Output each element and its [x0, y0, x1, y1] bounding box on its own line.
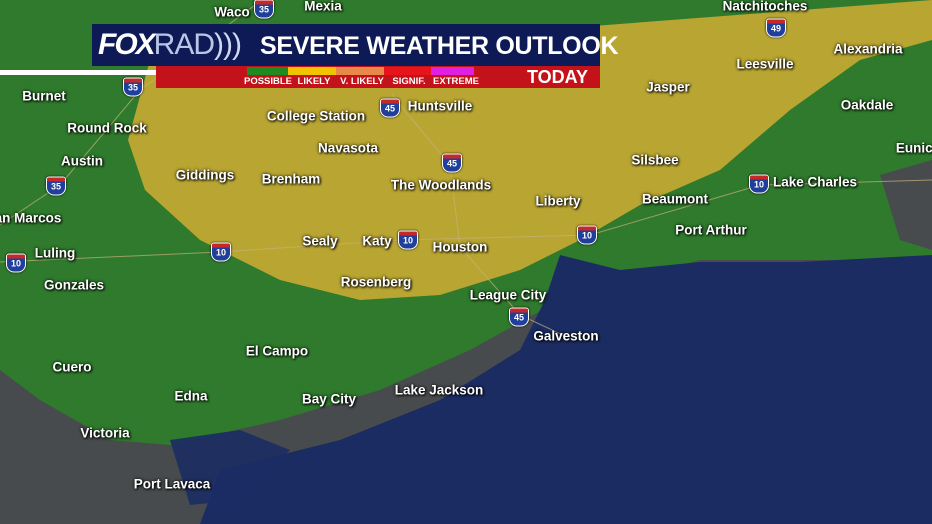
city-label: Bay City	[301, 391, 357, 407]
legend-swatch-extreme	[431, 67, 474, 75]
legend-label-possible: POSSIBLE	[243, 76, 293, 87]
city-label: Luling	[34, 245, 76, 261]
city-label: Navasota	[317, 140, 379, 156]
legend-label-v-likely: V. LIKELY	[340, 76, 384, 87]
city-label: Rosenberg	[340, 274, 412, 290]
city-label: Burnet	[22, 88, 66, 104]
interstate-shield-icon: 10	[577, 225, 597, 245]
interstate-shield-icon: 10	[398, 230, 418, 250]
banner-title: SEVERE WEATHER OUTLOOK	[260, 32, 619, 60]
city-label: Edna	[174, 388, 208, 404]
city-label: Houston	[432, 239, 488, 255]
legend-swatch-possible	[247, 67, 288, 75]
city-label: El Campo	[245, 343, 309, 359]
interstate-shield-icon: 45	[380, 98, 400, 118]
city-label: Silsbee	[631, 152, 679, 168]
city-label: Oakdale	[840, 97, 894, 113]
legend-label-signif: SIGNIF.	[392, 76, 426, 87]
foxrad-logo: FOXRAD)))	[98, 28, 242, 62]
city-label: an Marcos	[0, 210, 62, 226]
city-label: Lake Jackson	[394, 382, 484, 398]
legend-label-extreme: EXTREME	[433, 76, 479, 87]
city-label: Cuero	[52, 359, 92, 375]
radar-waves-icon: )))	[214, 28, 242, 61]
interstate-shield-icon: 45	[509, 307, 529, 327]
city-label: Round Rock	[67, 120, 147, 136]
legend-swatch-v-likely	[336, 67, 384, 75]
risk-legend: POSSIBLE LIKELY V. LIKELY SIGNIF. EXTREM…	[156, 66, 600, 88]
city-label: Waco	[214, 4, 250, 20]
logo-fox: FOX	[98, 28, 156, 61]
city-label: Beaumont	[641, 191, 709, 207]
title-bar: FOXRAD))) SEVERE WEATHER OUTLOOK	[92, 24, 619, 66]
interstate-shield-icon: 35	[46, 176, 66, 196]
interstate-shield-icon: 35	[254, 0, 274, 19]
bay-water	[170, 430, 290, 505]
city-label: Alexandria	[833, 41, 903, 57]
city-label: College Station	[266, 108, 366, 124]
city-label: Austin	[61, 153, 103, 169]
interstate-shield-icon: 49	[766, 18, 786, 38]
legend-swatch-signif	[384, 67, 431, 75]
city-label: The Woodlands	[390, 177, 492, 193]
city-label: Giddings	[175, 167, 235, 183]
banner-accent-line	[0, 70, 160, 75]
city-label: Leesville	[736, 56, 794, 72]
city-label: Jasper	[646, 79, 690, 95]
gulf-water	[200, 255, 932, 524]
city-label: Mexia	[304, 0, 342, 14]
logo-rad: RAD	[153, 28, 215, 61]
city-label: Victoria	[80, 425, 130, 441]
outlook-banner: FOXRAD))) SEVERE WEATHER OUTLOOK POSSIBL…	[0, 24, 619, 88]
city-label: Port Lavaca	[133, 476, 211, 492]
interstate-shield-icon: 35	[123, 77, 143, 97]
city-label: Sealy	[302, 233, 338, 249]
city-label: Gonzales	[43, 277, 105, 293]
city-label: Port Arthur	[675, 222, 747, 238]
interstate-shield-icon: 10	[6, 253, 26, 273]
city-label: League City	[469, 287, 547, 303]
interstate-shield-icon: 10	[749, 174, 769, 194]
legend-label-likely: LIKELY	[297, 76, 331, 87]
city-label: Huntsville	[407, 98, 473, 114]
interstate-shield-icon: 45	[442, 153, 462, 173]
city-label: Natchitoches	[722, 0, 808, 14]
city-label: Liberty	[535, 193, 581, 209]
interstate-shield-icon: 10	[211, 242, 231, 262]
city-label: Katy	[362, 233, 392, 249]
city-label: Brenham	[261, 171, 321, 187]
legend-swatch-likely	[288, 67, 336, 75]
city-label: Lake Charles	[772, 174, 858, 190]
period-label: TODAY	[526, 67, 588, 87]
city-label: Galveston	[533, 328, 599, 344]
city-label: Eunice	[895, 140, 932, 156]
